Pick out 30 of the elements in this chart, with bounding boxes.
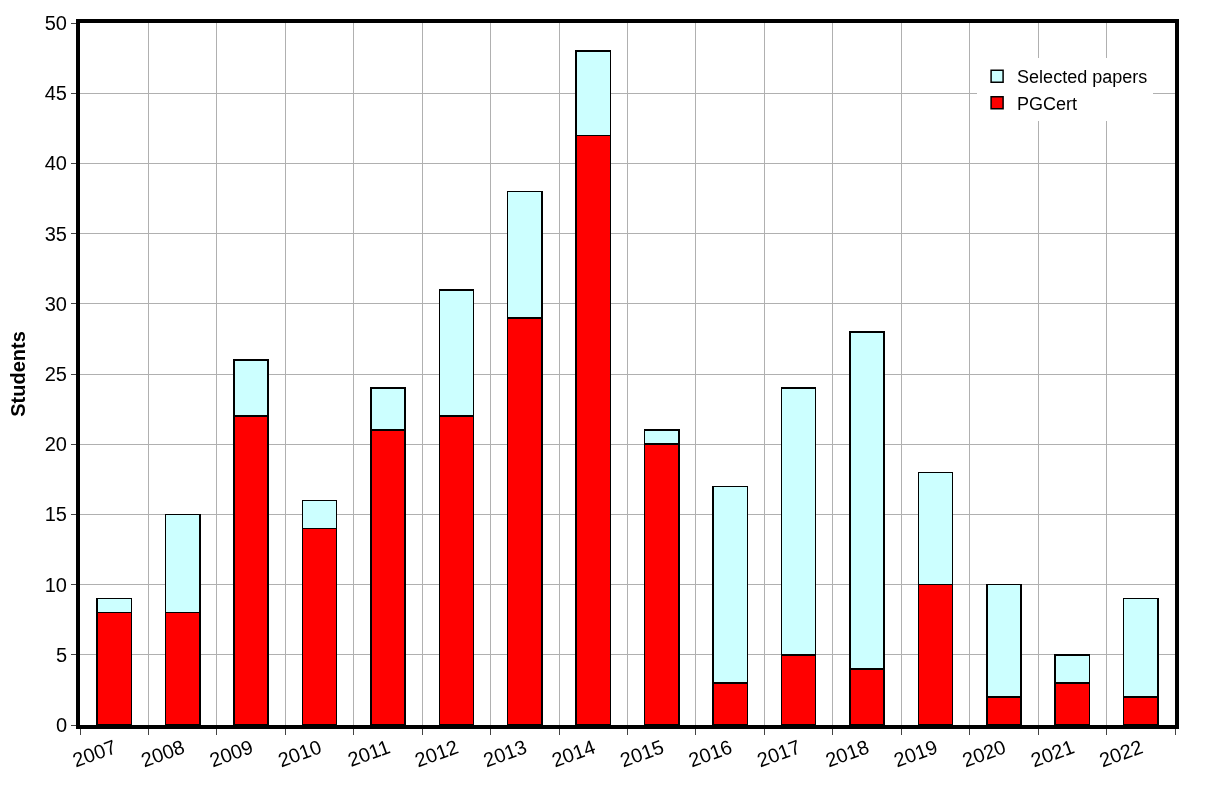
legend-label: PGCert	[1017, 93, 1078, 114]
x-tick-label: 2010	[274, 735, 325, 772]
y-tick-label: 35	[44, 222, 67, 245]
y-tick-label: 30	[44, 292, 67, 315]
y-tick-label: 0	[55, 714, 67, 736]
x-tick-label: 2022	[1096, 735, 1146, 772]
y-tick-label: 40	[44, 152, 67, 175]
x-tick-label: 2014	[548, 735, 599, 772]
y-tick-label: 10	[44, 573, 67, 596]
x-tick-label: 2012	[411, 735, 462, 772]
x-tick-label: 2020	[959, 735, 1009, 772]
x-tick-label: 2015	[617, 735, 667, 772]
y-tick-label: 20	[44, 433, 67, 456]
x-tick-label: 2008	[138, 735, 188, 772]
y-tick-label: 45	[44, 82, 67, 105]
y-axis-title: Students	[6, 331, 29, 417]
x-tick-label: 2016	[685, 735, 735, 772]
y-tick-label: 25	[44, 363, 67, 385]
x-tick-label: 2011	[344, 735, 393, 771]
y-tick-label: 5	[55, 643, 67, 666]
x-tick-label: 2013	[480, 735, 530, 772]
x-tick-label: 2017	[754, 735, 804, 772]
y-tick-label: 15	[44, 503, 67, 526]
legend-label: Selected papers	[1017, 67, 1148, 88]
y-tick-label: 50	[44, 12, 67, 34]
x-tick-label: 2009	[206, 735, 256, 772]
x-tick-label: 2018	[822, 735, 872, 772]
x-tick-label: 2007	[69, 735, 120, 772]
x-tick-label: 2019	[890, 735, 941, 772]
x-tick-label: 2021	[1027, 735, 1078, 772]
